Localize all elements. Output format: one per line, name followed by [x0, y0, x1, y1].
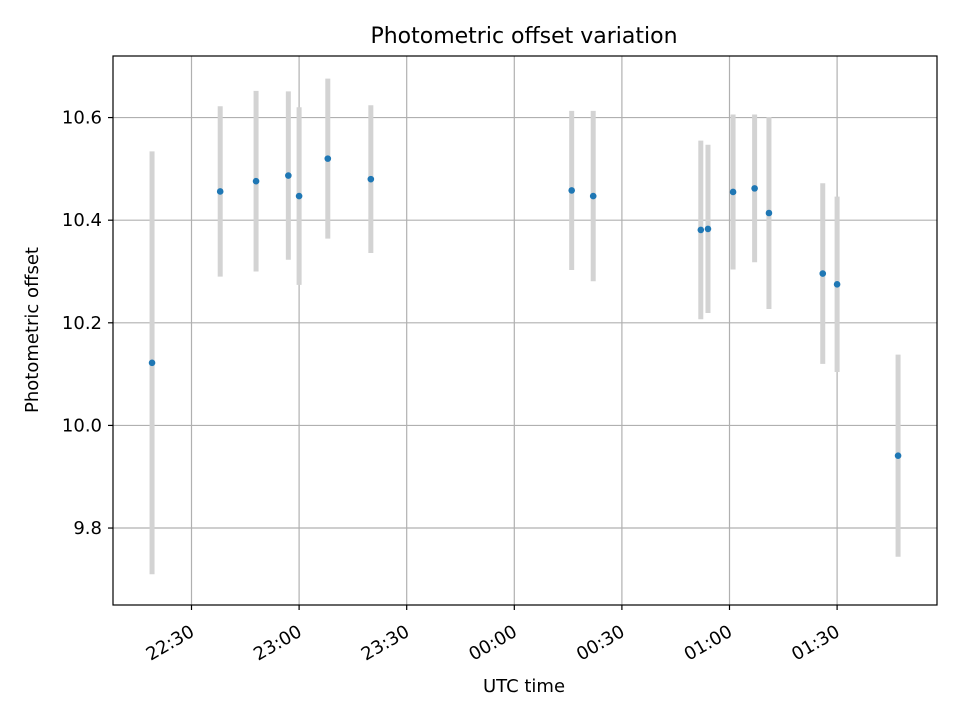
data-point [697, 226, 705, 234]
plot-area-frame [112, 55, 938, 606]
y-tick-label: 10.4 [62, 210, 102, 231]
x-axis-label: UTC time [483, 676, 565, 697]
y-tick-label: 9.8 [73, 518, 102, 539]
data-point [568, 187, 575, 194]
data-point [894, 452, 902, 459]
data-points [148, 155, 902, 459]
y-tick-label: 10.2 [62, 313, 102, 334]
data-point [751, 185, 758, 192]
y-axis-label: Photometric offset [22, 247, 43, 413]
y-tick-label: 10.0 [62, 415, 102, 436]
data-point [367, 175, 375, 183]
data-point [324, 155, 332, 162]
y-axis-ticks: 9.8 10.0 10.2 10.4 10.6 [62, 108, 113, 539]
data-point [148, 359, 156, 367]
data-point [765, 209, 773, 217]
data-point [252, 177, 260, 185]
y-tick-label: 10.6 [62, 108, 102, 129]
data-point [285, 172, 292, 179]
data-point [729, 188, 737, 196]
data-point [704, 225, 712, 233]
data-point [833, 281, 841, 288]
data-point [589, 192, 597, 200]
data-point [216, 188, 224, 195]
data-point [295, 192, 303, 200]
chart-title: Photometric offset variation [370, 24, 677, 49]
data-point [819, 270, 827, 277]
